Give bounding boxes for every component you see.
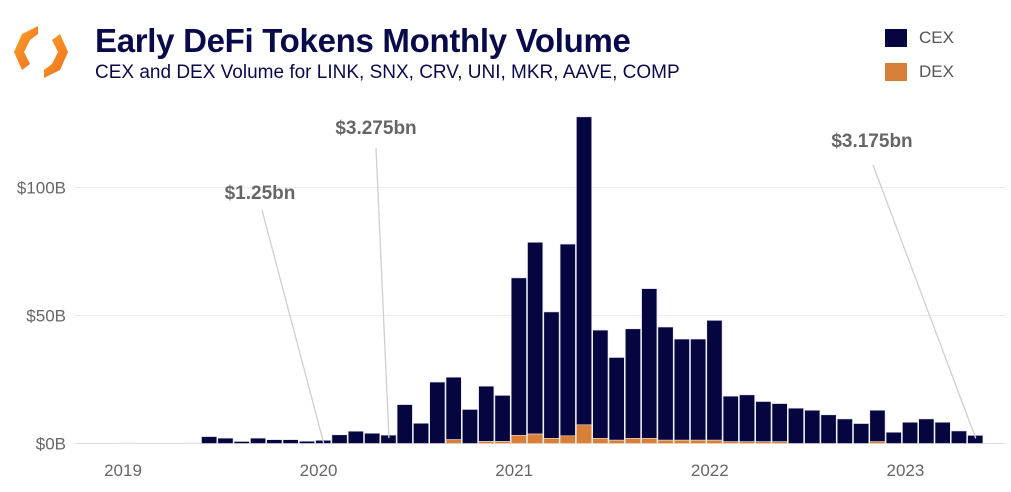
bar-cex	[853, 423, 870, 444]
bar-dex	[739, 441, 756, 444]
legend-label-cex: CEX	[919, 28, 954, 47]
bar-cex	[592, 329, 609, 439]
annotation-line	[375, 147, 390, 439]
bar-cex	[282, 439, 299, 444]
bar-dex	[592, 438, 609, 444]
bar-cex	[429, 381, 446, 444]
bar-cex	[706, 320, 723, 441]
bar-cex	[233, 441, 250, 444]
bar-cex	[657, 326, 674, 441]
bar-cex	[755, 401, 772, 443]
chart-subtitle: CEX and DEX Volume for LINK, SNX, CRV, U…	[95, 62, 680, 83]
bar-cex	[820, 414, 837, 444]
x-tick-label: 2022	[691, 461, 729, 480]
bar-dex	[673, 439, 690, 444]
bar-dex	[494, 441, 511, 444]
bar-cex	[739, 394, 756, 443]
annotation-label: $1.25bn	[225, 183, 296, 204]
annotation-line	[872, 164, 977, 439]
legend-item-cex: CEX	[885, 28, 954, 48]
x-tick-label: 2023	[886, 461, 924, 480]
bar-cex	[902, 421, 919, 444]
bar-cex	[722, 395, 739, 443]
legend-label-dex: DEX	[919, 62, 954, 81]
bar-cex	[836, 418, 853, 444]
logo-icon	[14, 26, 68, 78]
bar-cex	[396, 404, 413, 444]
bar-dex	[608, 439, 625, 444]
bar-dex	[527, 433, 544, 444]
bar-cex	[918, 418, 935, 444]
bar-cex	[347, 430, 364, 444]
y-tick-label: $50B	[26, 307, 66, 326]
bar-dex	[478, 441, 495, 444]
bar-dex	[755, 441, 772, 444]
bar-cex	[950, 430, 967, 444]
y-tick-label: $100B	[17, 179, 66, 198]
bar-dex	[576, 424, 593, 444]
bar-cex	[445, 376, 462, 440]
bar-cex	[576, 116, 593, 426]
bar-dex	[869, 441, 886, 444]
bar-cex	[690, 338, 707, 441]
legend-swatch-cex	[885, 29, 907, 47]
bar-cex	[543, 311, 560, 439]
bar-cex	[934, 421, 951, 444]
bar-cex	[885, 431, 902, 444]
bar-dex	[657, 439, 674, 444]
bar-dex	[771, 441, 788, 444]
bar-cex	[624, 328, 641, 439]
bar-cex	[217, 437, 234, 444]
y-tick-label: $0B	[36, 435, 66, 454]
x-tick-label: 2019	[104, 461, 142, 480]
annotation-label: $3.275bn	[335, 118, 416, 139]
bar-cex	[869, 409, 886, 443]
bar-cex	[494, 395, 511, 442]
bar-cex	[413, 422, 429, 444]
chart-title: Early DeFi Tokens Monthly Volume	[95, 22, 631, 59]
bar-cex	[804, 409, 821, 444]
bar-cex	[364, 432, 381, 444]
bar-cex	[266, 439, 283, 444]
bar-cex	[331, 434, 348, 444]
x-tick-label: 2020	[300, 461, 338, 480]
bar-cex	[461, 409, 478, 444]
bar-cex	[119, 442, 136, 445]
bar-cex	[608, 357, 625, 441]
annotation-line	[261, 209, 325, 444]
bar-dex	[641, 438, 658, 444]
bar-cex	[771, 403, 788, 443]
bar-cex	[641, 288, 658, 439]
legend-item-dex: DEX	[885, 62, 954, 82]
bar-dex	[624, 438, 641, 444]
legend-swatch-dex	[885, 63, 907, 81]
bar-cex	[527, 241, 544, 435]
bar-cex	[787, 407, 804, 444]
bar-cex	[478, 385, 495, 442]
bar-cex	[298, 440, 315, 444]
bar-dex	[445, 439, 462, 444]
bar-dex	[690, 439, 707, 444]
bar-dex	[559, 435, 576, 444]
bar-cex	[510, 277, 527, 436]
bar-cex	[250, 437, 266, 444]
bar-dex	[543, 438, 560, 444]
bar-cex	[559, 243, 576, 437]
bar-dex	[722, 441, 739, 444]
bar-dex	[706, 439, 723, 444]
bar-cex	[673, 338, 690, 441]
x-tick-label: 2021	[495, 461, 533, 480]
bar-cex	[201, 436, 218, 444]
annotation-label: $3.175bn	[831, 131, 912, 152]
bar-dex	[510, 435, 527, 444]
bar-cex	[184, 442, 201, 445]
